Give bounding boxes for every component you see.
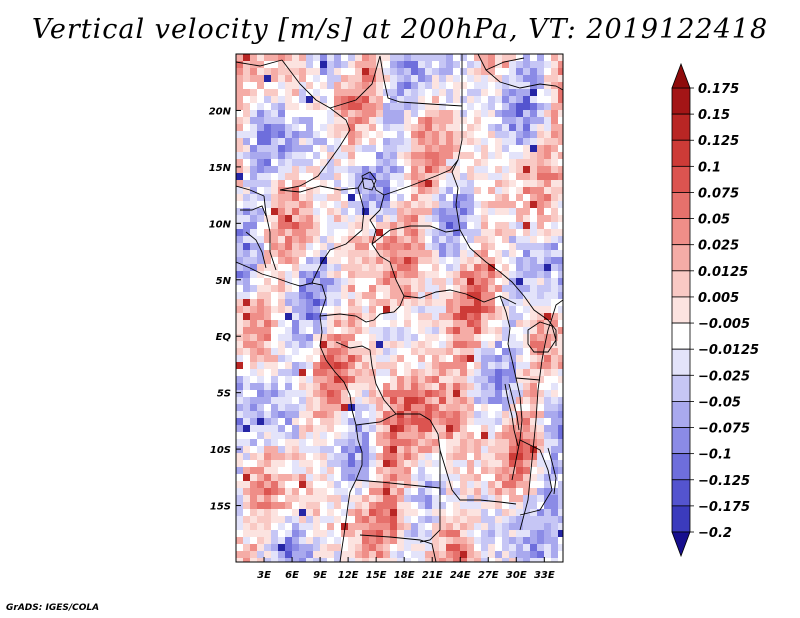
colorbar-swatch [671, 139, 691, 167]
vertical-velocity-field [236, 54, 563, 562]
longitude-ticks: 3E 6E 9E 12E 15E 18E 21E 24E 27E 30E 33E [257, 557, 555, 581]
lake-malawi [547, 447, 557, 495]
coastline-east-africa [519, 299, 563, 531]
border-angola-zambia [355, 450, 441, 562]
grads-credit: GrADS: IGES/COLA [6, 603, 100, 613]
colorbar-top-arrow [671, 62, 691, 89]
latitude-ticks: 20N 15N 10N 5N EQ 5S 10S 15S [209, 106, 241, 513]
border-car [371, 225, 517, 305]
colorbar-label: 0.005 [698, 291, 739, 306]
lat-tick-label: 10S [210, 445, 231, 456]
border-libya-egypt-sudan [379, 54, 525, 297]
colorbar-swatch [671, 87, 691, 115]
colorbar-label: −0.025 [698, 369, 750, 384]
colorbar-swatch [671, 479, 691, 507]
border-west [236, 55, 381, 269]
colorbar-label: 0.175 [698, 82, 739, 97]
colorbar-swatch [671, 113, 691, 141]
lon-tick-label: 15E [366, 570, 387, 581]
border-drc-south [355, 413, 517, 505]
lon-tick-label: 30E [506, 570, 527, 581]
colorbar-swatch [671, 244, 691, 272]
lon-tick-label: 21E [422, 570, 443, 581]
lat-tick-label: 15S [210, 502, 231, 513]
lake-victoria [527, 321, 557, 353]
border-niger-chad [279, 177, 405, 311]
border-cameroon-gabon-congo [319, 309, 397, 415]
lat-tick-label: 15N [209, 163, 232, 174]
border-chad-east [383, 159, 459, 196]
lon-tick-label: 24E [450, 570, 471, 581]
colorbar: 0.175 0.15 0.125 0.1 0.075 0.05 0.025 0.0125 0.0… [671, 62, 759, 558]
colorbar-label: −0.2 [698, 526, 732, 541]
colorbar-swatch [671, 453, 691, 481]
lat-tick-label: 20N [209, 106, 232, 117]
colorbar-label: 0.05 [698, 213, 730, 228]
border-east-lakes [499, 295, 557, 516]
colorbar-label: −0.1 [698, 448, 732, 463]
lon-tick-label: 33E [534, 570, 555, 581]
border-northeast [477, 54, 563, 91]
lon-tick-label: 6E [285, 570, 299, 581]
colorbar-label: −0.05 [698, 395, 741, 410]
colorbar-label: 0.1 [698, 160, 721, 175]
colorbar-swatch [671, 374, 691, 402]
colorbar-label: 0.075 [698, 186, 739, 201]
coastline-west-africa [236, 261, 363, 562]
colorbar-swatch [671, 505, 691, 533]
colorbar-label: 0.15 [698, 108, 730, 123]
colorbar-label: 0.025 [698, 239, 739, 254]
lat-tick-label: 10N [209, 219, 232, 230]
lake-chad [361, 171, 377, 191]
colorbar-label: −0.0125 [698, 343, 759, 358]
colorbar-swatch [671, 192, 691, 219]
border-nigeria [263, 187, 365, 284]
colorbar-bottom-arrow [671, 531, 691, 558]
lon-tick-label: 3E [257, 570, 271, 581]
lat-tick-label: 5S [217, 389, 231, 400]
chart-title: Vertical velocity [m/s] at 200hPa, VT: 2… [31, 14, 769, 45]
map-frame [235, 53, 564, 563]
lat-tick-label: 5N [216, 276, 232, 287]
colorbar-swatch [671, 322, 691, 350]
lake-tanganyika [504, 383, 520, 447]
colorbar-swatch [671, 427, 691, 455]
colorbar-label: −0.075 [698, 422, 750, 437]
colorbar-swatch [671, 348, 691, 376]
country-borders [236, 54, 563, 562]
colorbar-label: 0.0125 [698, 265, 748, 280]
lon-tick-label: 12E [338, 570, 359, 581]
lon-tick-label: 27E [478, 570, 499, 581]
colorbar-label: −0.005 [698, 317, 750, 332]
colorbar-swatch [671, 270, 691, 298]
colorbar-label: −0.125 [698, 474, 750, 489]
colorbar-swatch [671, 401, 691, 428]
colorbar-label: −0.175 [698, 500, 750, 515]
colorbar-swatch [671, 296, 691, 324]
colorbar-swatch [671, 165, 691, 193]
lon-tick-label: 18E [394, 570, 415, 581]
colorbar-label: 0.125 [698, 134, 739, 149]
colorbar-swatch [671, 218, 691, 246]
lon-tick-label: 9E [313, 570, 327, 581]
lat-tick-label: EQ [216, 332, 232, 343]
